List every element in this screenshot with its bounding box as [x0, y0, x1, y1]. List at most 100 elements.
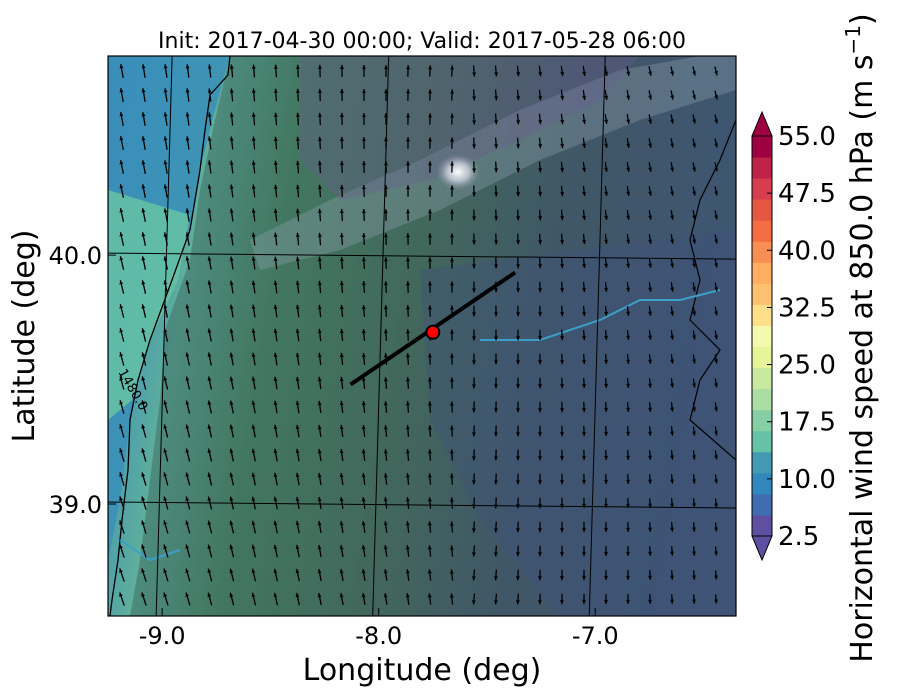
wind-arrow-head	[339, 593, 344, 598]
wind-arrow-head	[207, 136, 212, 141]
wind-arrow-head	[141, 472, 146, 477]
wind-arrow-head	[251, 592, 256, 598]
wind-arrow-head	[538, 264, 543, 269]
wind-arrow-head	[251, 280, 256, 285]
wind-arrow-head	[295, 88, 300, 93]
wind-arrow-head	[317, 64, 322, 69]
wind-arrow-head	[339, 304, 344, 310]
wind-arrow-head	[450, 281, 454, 286]
wind-arrow-head	[604, 599, 608, 605]
wind-arrow-head	[207, 232, 212, 237]
wind-arrow-head	[207, 352, 212, 357]
wind-arrow-head	[361, 593, 366, 598]
wind-arrow-head	[339, 112, 344, 118]
wind-arrow-head	[251, 232, 256, 237]
wind-arrow-head	[251, 304, 256, 309]
wind-arrow-head	[339, 232, 344, 238]
wind-arrow-head	[273, 544, 278, 550]
wind-arrow-head	[648, 287, 653, 292]
wind-arrow-head	[317, 88, 322, 93]
wind-arrow-head	[714, 503, 719, 508]
wind-arrow-head	[141, 592, 145, 597]
wind-arrow-head	[317, 400, 322, 406]
wind-arrow-head	[185, 592, 190, 598]
wind-arrow-head	[406, 209, 410, 214]
wind-arrow-head	[427, 545, 432, 550]
wind-arrow-head	[339, 256, 344, 262]
wind-arrow-head	[428, 89, 433, 94]
wind-arrow-head	[405, 593, 410, 598]
wind-arrow-head	[229, 592, 234, 598]
wind-arrow-head	[604, 383, 609, 389]
wind-arrow-head	[317, 280, 322, 286]
wind-arrow-head	[604, 167, 609, 172]
wind-arrow-head	[494, 312, 498, 317]
wind-arrow-head	[648, 191, 653, 196]
wind-arrow-head	[670, 335, 675, 340]
wind-arrow-head	[692, 119, 697, 124]
wind-arrow-head	[141, 64, 146, 69]
wind-arrow-head	[471, 576, 476, 581]
wind-arrow-head	[229, 112, 234, 117]
wind-arrow-head	[582, 263, 587, 269]
wind-arrow-head	[119, 232, 124, 237]
wind-arrow-head	[229, 472, 234, 478]
wind-arrow-head	[692, 455, 697, 460]
wind-arrow-head	[427, 569, 432, 574]
wind-arrow-head	[428, 233, 432, 238]
wind-arrow-head	[604, 215, 609, 220]
wind-arrow-head	[339, 448, 344, 454]
wind-arrow-head	[604, 527, 608, 533]
wind-arrow-head	[648, 503, 653, 508]
wind-arrow-head	[648, 575, 652, 580]
wind-arrow-head	[339, 400, 344, 406]
wind-arrow-head	[295, 496, 300, 502]
wind-arrow-head	[251, 136, 256, 141]
parallel-line	[108, 501, 736, 509]
colorbar-segment	[752, 409, 772, 432]
wind-arrow-head	[361, 233, 366, 238]
wind-arrow-head	[670, 239, 675, 244]
wind-arrow-head	[537, 576, 542, 581]
wind-arrow-head	[450, 185, 454, 190]
wind-arrow-head	[692, 383, 697, 388]
wind-arrow-head	[384, 65, 388, 70]
wind-arrow-head	[516, 72, 521, 77]
wind-arrow-head	[295, 448, 300, 454]
wind-arrow-head	[471, 456, 476, 461]
wind-arrow-head	[339, 424, 344, 430]
wind-arrow-head	[648, 527, 652, 532]
wind-arrow-head	[626, 383, 631, 388]
parallel-line	[108, 252, 736, 260]
wind-arrow-head	[207, 112, 212, 117]
wind-arrow-head	[229, 184, 234, 189]
wind-arrow-head	[450, 257, 454, 262]
wind-arrow-head	[185, 424, 190, 429]
wind-arrow-head	[163, 208, 168, 213]
wind-arrow-head	[339, 521, 344, 526]
wind-arrow-head	[472, 384, 476, 389]
wind-arrow-head	[427, 401, 432, 406]
wind-arrow-head	[582, 239, 587, 245]
wind-arrow-head	[692, 239, 697, 244]
wind-arrow-head	[427, 449, 432, 454]
wind-arrow-head	[560, 119, 565, 125]
wind-arrow-head	[582, 119, 587, 125]
wind-arrow-head	[119, 472, 124, 477]
wind-arrow-head	[361, 329, 366, 334]
wind-arrow-head	[582, 576, 586, 581]
wind-arrow-head	[538, 168, 543, 173]
wind-arrow-head	[494, 144, 499, 149]
wind-arrow-head	[670, 359, 675, 364]
wind-arrow-head	[361, 521, 366, 526]
colorbar-segment	[752, 430, 772, 453]
wind-arrow-head	[229, 64, 234, 69]
wind-arrow-head	[273, 376, 278, 382]
wind-arrow-head	[515, 528, 520, 533]
wind-arrow-head	[207, 304, 212, 309]
wind-arrow-head	[714, 455, 719, 460]
wind-arrow-head	[251, 520, 256, 526]
colorbar: 55.0 47.5 40.0 32.5 25.0 17.5 10.0 2.5	[751, 110, 836, 562]
wind-arrow-head	[560, 528, 564, 533]
wind-arrow-head	[494, 168, 499, 173]
